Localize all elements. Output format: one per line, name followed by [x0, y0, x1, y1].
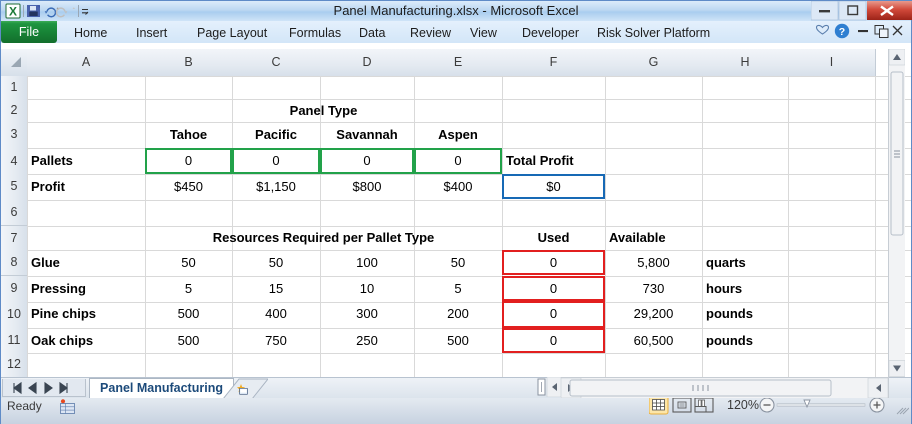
svg-text:120%: 120% [727, 398, 759, 412]
svg-text:?: ? [839, 26, 845, 38]
